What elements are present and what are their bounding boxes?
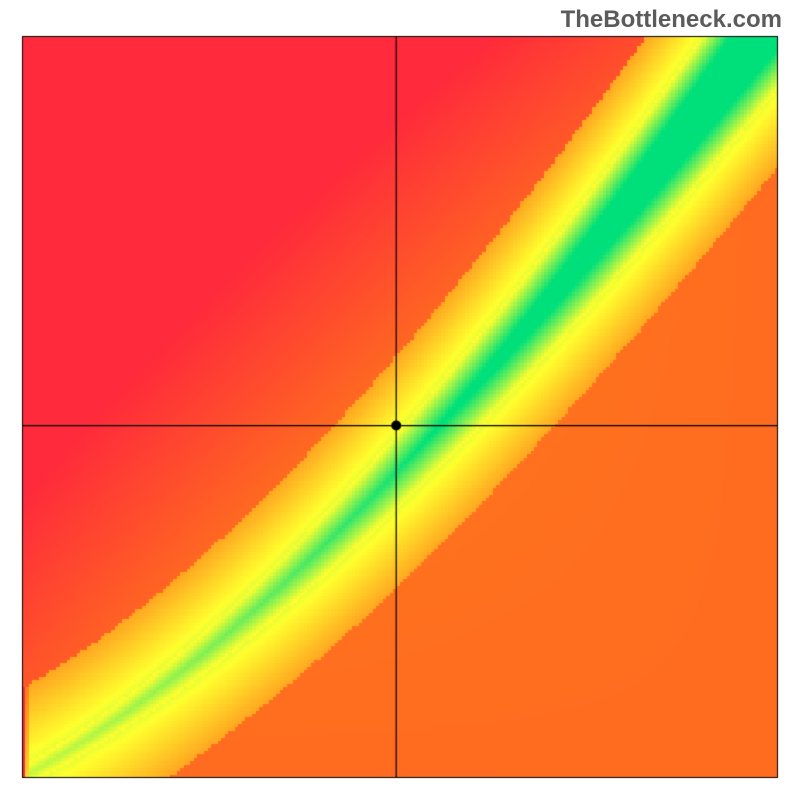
bottleneck-heatmap <box>0 0 800 800</box>
watermark-text: TheBottleneck.com <box>561 6 782 34</box>
